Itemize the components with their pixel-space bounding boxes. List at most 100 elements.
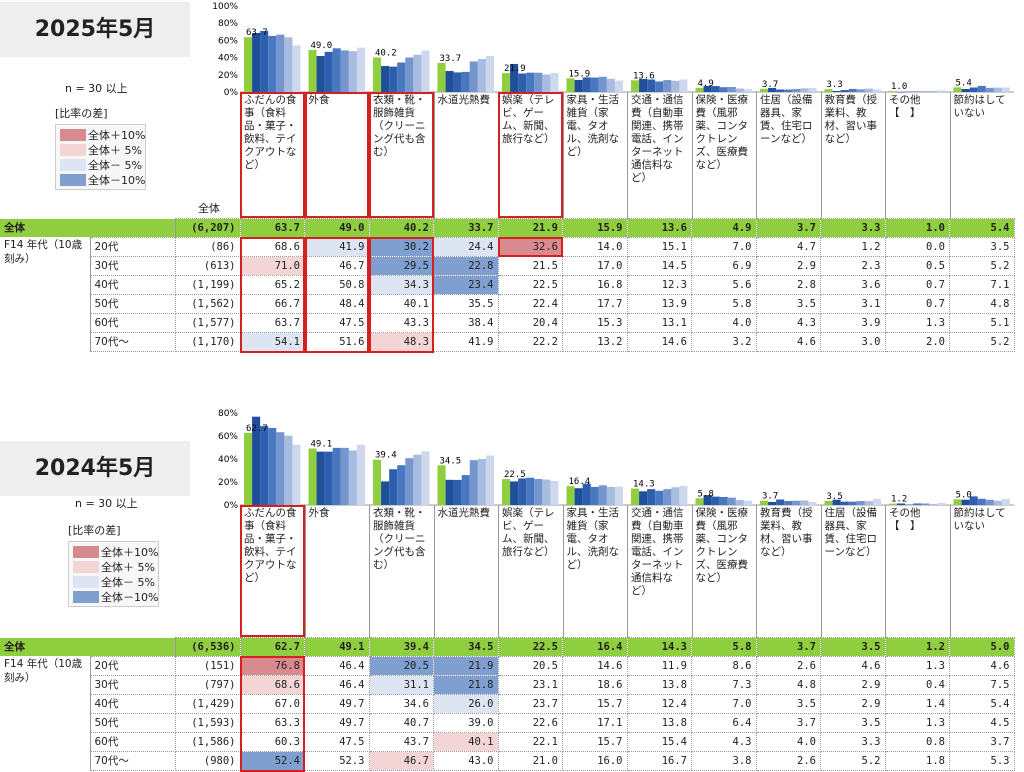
category-header: 教育費（授業料、教材、習い事など） (820, 92, 886, 218)
table-cell: 4.5 (949, 713, 1015, 733)
table-cell: 68.6 (239, 237, 305, 257)
sample-size: (1,170) (174, 332, 241, 352)
table-cell: 48.4 (304, 294, 370, 314)
y-tick-label: 0% (224, 501, 239, 510)
bar-data-label: 13.6 (633, 71, 655, 81)
bar-age-5 (477, 458, 486, 505)
table-cell: 3.7 (755, 713, 821, 733)
table-cell: 13.8 (626, 713, 692, 733)
table-cell: 7.3 (691, 675, 757, 695)
table-row: 40代 (1,429) 67.0 49.7 34.6 26.0 23.7 15.7 12.4 7.… (0, 694, 1015, 714)
table-cell: 15.7 (562, 732, 628, 752)
table-cell: 40.1 (433, 732, 499, 752)
table-cell: 3.5 (755, 294, 821, 314)
bar-age-6 (679, 79, 688, 92)
bar-age-5 (413, 54, 422, 92)
bar-data-label: 39.4 (375, 451, 397, 461)
sample-size: (1,429) (174, 694, 241, 714)
bar-data-label: 5.0 (956, 490, 972, 500)
table-cell: 16.7 (626, 751, 692, 771)
category-header: 教育費（授業料、教材、習い事など） (756, 505, 821, 637)
table-cell: 41.9 (304, 237, 370, 257)
table-cell: 2.9 (820, 694, 886, 714)
bar-age-1 (961, 88, 970, 92)
sample-size: (86) (174, 237, 241, 257)
bar-age-6 (485, 455, 494, 505)
bar-age-5 (542, 74, 551, 92)
table-cell: 23.7 (497, 694, 563, 714)
sample-size: (1,199) (174, 275, 241, 295)
bar-age-4 (921, 503, 930, 505)
legend-item-minus5: 全体－ 5% (69, 574, 158, 589)
bar-data-label: 63.7 (246, 28, 268, 38)
table-cell: 3.0 (820, 332, 886, 352)
bar-age-2 (582, 77, 591, 92)
category-header: その他【 】 (885, 92, 950, 218)
bar-age-2 (453, 479, 462, 505)
table-cell: 4.6 (949, 656, 1015, 676)
table-cell: 3.7 (949, 732, 1015, 752)
table-cell: 22.2 (497, 332, 563, 352)
category-header: 衣類・靴・服飾雑貨（クリーニング代も含む） (369, 505, 434, 637)
table-cell: 38.4 (433, 313, 499, 333)
bar-total (889, 91, 898, 92)
bar-age-5 (348, 51, 357, 92)
table-cell: 0.7 (884, 275, 950, 295)
table-row: 60代 (1,586) 60.3 47.5 43.7 40.1 22.1 15.7 15.4 4.… (0, 732, 1015, 752)
bar-age-2 (905, 504, 914, 506)
bar-data-label: 33.7 (440, 54, 462, 64)
bar-age-6 (356, 47, 365, 92)
table-cell: 21.5 (497, 256, 563, 276)
table-cell: 5.2 (820, 751, 886, 771)
category-header: 交通・通信費（自動車関連、携帯電話、インターネット通信料など） (627, 92, 692, 218)
bar-total (566, 486, 575, 505)
table-cell: 4.6 (755, 332, 821, 352)
bar-age-5 (864, 501, 873, 505)
table-row: 60代 (1,577) 63.7 47.5 43.3 38.4 20.4 15.3 13.1 4.… (0, 313, 1015, 333)
bar-age-5 (864, 88, 873, 92)
bar-age-4 (405, 57, 414, 92)
legend-title: [比率の差] (55, 107, 108, 120)
bar-age-3 (397, 62, 406, 92)
data-table-grid: 全体 (6,207) 63.7 49.0 40.2 33.7 21.9 15.9 13.6 4.9… (0, 218, 1015, 352)
bar-age-2 (711, 496, 720, 505)
bar-age-5 (477, 58, 486, 92)
sample-size: (6,207) (174, 218, 241, 238)
y-tick-label: 80% (218, 409, 238, 419)
bar-age-2 (647, 489, 656, 505)
bar-total (308, 448, 317, 505)
bar-age-4 (856, 500, 865, 505)
bar-age-3 (784, 89, 793, 92)
year-title: 2025年5月 (0, 2, 190, 57)
bar-total (437, 465, 446, 505)
bar-age-5 (606, 78, 615, 92)
bar-age-2 (776, 89, 785, 92)
table-cell: 49.1 (304, 637, 370, 657)
segment-label: F14 年代（10歳刻み） (0, 656, 91, 771)
table-row-total: 全体 (6,536) 62.7 49.1 39.4 34.5 22.5 16.4 14.3 5.8… (0, 637, 1015, 657)
bar-age-5 (800, 500, 809, 505)
table-cell: 4.8 (755, 675, 821, 695)
bar-total (373, 57, 382, 92)
sample-size: (151) (174, 656, 241, 676)
table-cell: 3.9 (820, 313, 886, 333)
age-group-label: 40代 (89, 694, 176, 714)
table-cell: 46.4 (304, 656, 370, 676)
bar-age-2 (389, 66, 398, 92)
bar-age-3 (461, 475, 470, 505)
bar-data-label: 5.8 (698, 489, 714, 499)
table-cell: 0.5 (884, 256, 950, 276)
table-cell: 40.7 (368, 713, 434, 733)
bar-chart-2025: 100% 80% 60% 40% 20% 0% 63.7 49.0 40.2 33.7 21.9 15… (212, 2, 1014, 98)
legend: [比率の差] 全体＋10% 全体＋ 5% 全体－ 5% 全体－10% (55, 105, 147, 190)
table-cell: 40.2 (368, 218, 434, 238)
table-cell: 13.9 (626, 294, 692, 314)
bar-age-1 (703, 495, 712, 505)
bar-data-label: 1.0 (891, 82, 907, 92)
table-cell: 67.0 (239, 694, 305, 714)
table-cell: 49.7 (304, 713, 370, 733)
table-row: 30代 (613) 71.0 46.7 29.5 22.8 21.5 17.0 14.5 6.9 2… (0, 256, 1015, 276)
bar-age-1 (703, 85, 712, 92)
table-cell: 12.3 (626, 275, 692, 295)
table-row: 30代 (797) 68.6 46.4 31.1 21.8 23.1 18.6 13.8 7.3 4… (0, 675, 1015, 695)
